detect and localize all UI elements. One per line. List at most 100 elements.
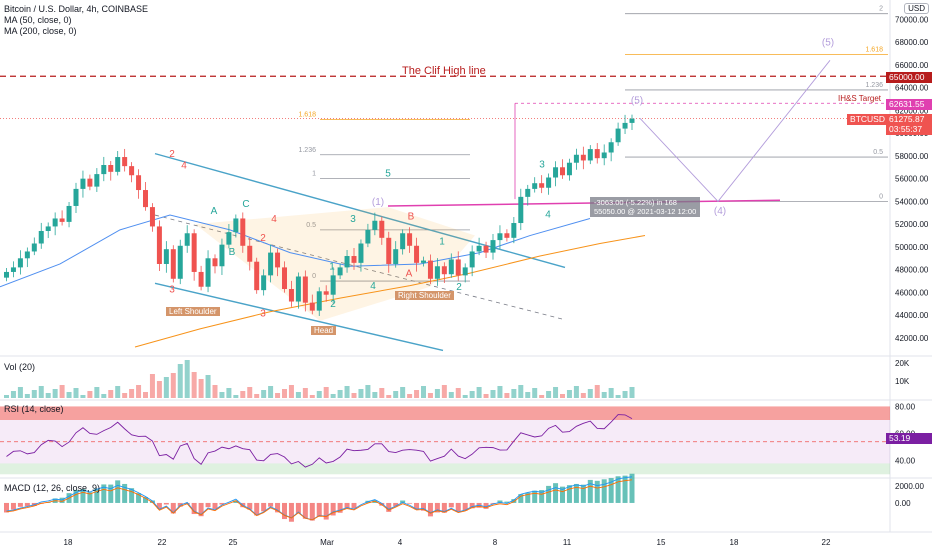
macd-histogram-bar — [73, 489, 79, 503]
macd-histogram-bar — [566, 485, 572, 503]
volume-bar — [518, 385, 524, 398]
candle-body — [247, 245, 253, 262]
candle-body — [594, 149, 600, 159]
volume-bar — [344, 386, 350, 398]
volume-tick-label: 20K — [895, 359, 910, 368]
candle-body — [629, 118, 635, 123]
wave-label: 4 — [370, 281, 376, 292]
volume-bar — [198, 379, 204, 398]
candle-body — [490, 240, 496, 253]
volume-bar — [115, 386, 121, 398]
candle-body — [504, 233, 510, 238]
wave-label: (5) — [631, 96, 643, 107]
macd-histogram-bar — [469, 502, 475, 509]
volume-bar — [483, 394, 489, 398]
time-tick-label: 4 — [398, 538, 403, 547]
price-tick-label: 62000.00 — [895, 106, 929, 115]
volume-bar — [469, 391, 475, 398]
fib-level-label: 0 — [879, 193, 883, 200]
macd-histogram-bar — [441, 502, 447, 513]
volume-bar — [184, 360, 190, 398]
candle-body — [268, 252, 274, 276]
volume-bar — [441, 385, 447, 398]
volume-bar — [156, 381, 162, 398]
target-price-badge: 62631.55 — [886, 99, 932, 110]
measure-change: -3063.00 (-5.22%) in 168 — [594, 198, 677, 207]
volume-bar — [434, 389, 440, 398]
volume-bar — [122, 393, 128, 398]
macd-histogram-bar — [94, 488, 100, 503]
price-tick-label: 48000.00 — [895, 266, 929, 275]
macd-signal-line — [6, 479, 633, 521]
ma200-legend[interactable]: MA (200, close, 0) — [4, 26, 77, 36]
wave-label: 2 — [330, 299, 336, 310]
macd-histogram-bar — [24, 502, 30, 507]
macd-histogram-bar — [615, 476, 621, 503]
macd-histogram-bar — [490, 502, 496, 504]
candle-body — [532, 183, 538, 189]
candle-body — [483, 245, 489, 253]
volume-bar — [553, 387, 559, 398]
wave-label: (4) — [714, 206, 726, 217]
macd-histogram-bar — [546, 485, 552, 503]
ma50-legend[interactable]: MA (50, close, 0) — [4, 15, 72, 25]
macd-histogram-bar — [143, 497, 148, 503]
macd-histogram-bar — [205, 502, 211, 508]
macd-histogram-bar — [525, 492, 531, 503]
volume-bar — [170, 373, 176, 398]
candle-body — [94, 174, 100, 187]
rsi-line — [6, 414, 633, 468]
wave-projection-path — [639, 60, 831, 203]
volume-bar — [414, 390, 420, 398]
price-tick-label: 64000.00 — [895, 84, 929, 93]
candle-body — [587, 149, 593, 161]
rsi-legend[interactable]: RSI (14, close) — [4, 404, 64, 414]
macd-histogram-bar — [108, 484, 114, 503]
volume-bar — [288, 385, 294, 398]
macd-histogram-bar — [511, 499, 517, 503]
macd-histogram-bar — [261, 502, 267, 512]
volume-bar — [219, 392, 225, 398]
symbol-title[interactable]: Bitcoin / U.S. Dollar, 4h, COINBASE — [4, 4, 149, 14]
rsi-oversold-band — [0, 463, 890, 475]
macd-histogram-bar — [254, 502, 260, 516]
volume-legend[interactable]: Vol (20) — [4, 362, 36, 372]
volume-bar — [379, 388, 385, 398]
macd-legend[interactable]: MACD (12, 26, close, 9) — [4, 483, 101, 493]
measure-point: 55050.00 @ 2021-03-12 12:00 — [594, 207, 697, 216]
volume-bar — [546, 391, 552, 398]
candle-body — [163, 249, 169, 264]
candle-body — [52, 218, 58, 227]
wave-label: 4 — [545, 209, 551, 220]
candle-body — [358, 243, 364, 263]
volume-bar — [400, 387, 406, 398]
rsi-value-badge: 53.19 — [886, 433, 932, 444]
candle-body — [330, 275, 336, 295]
candle-body — [73, 188, 79, 206]
candle-body — [10, 267, 16, 272]
macd-histogram-bar — [594, 480, 600, 503]
macd-histogram-bar — [497, 500, 503, 503]
fib-level-label: 1.618 — [298, 111, 316, 118]
wave-label: 4 — [181, 160, 187, 171]
volume-bar — [87, 391, 93, 398]
volume-bar — [337, 390, 343, 398]
currency-button[interactable]: USD — [904, 3, 929, 14]
btc-symbol-badge: BTCUSD — [847, 114, 888, 125]
candle-body — [448, 259, 454, 275]
candle-body — [156, 226, 162, 264]
volume-bar — [615, 395, 621, 398]
macd-histogram-bar — [10, 502, 16, 510]
macd-histogram-bar — [351, 502, 357, 509]
candle-body — [302, 276, 308, 303]
wave-label: 3 — [350, 214, 356, 225]
candle-body — [143, 190, 148, 208]
volume-bar — [629, 387, 635, 398]
candle-body — [108, 165, 114, 172]
volume-bar — [427, 393, 433, 398]
macd-histogram-bar — [268, 502, 274, 507]
candle-body — [601, 152, 607, 159]
candle-body — [177, 245, 183, 279]
volume-bar — [38, 386, 44, 398]
